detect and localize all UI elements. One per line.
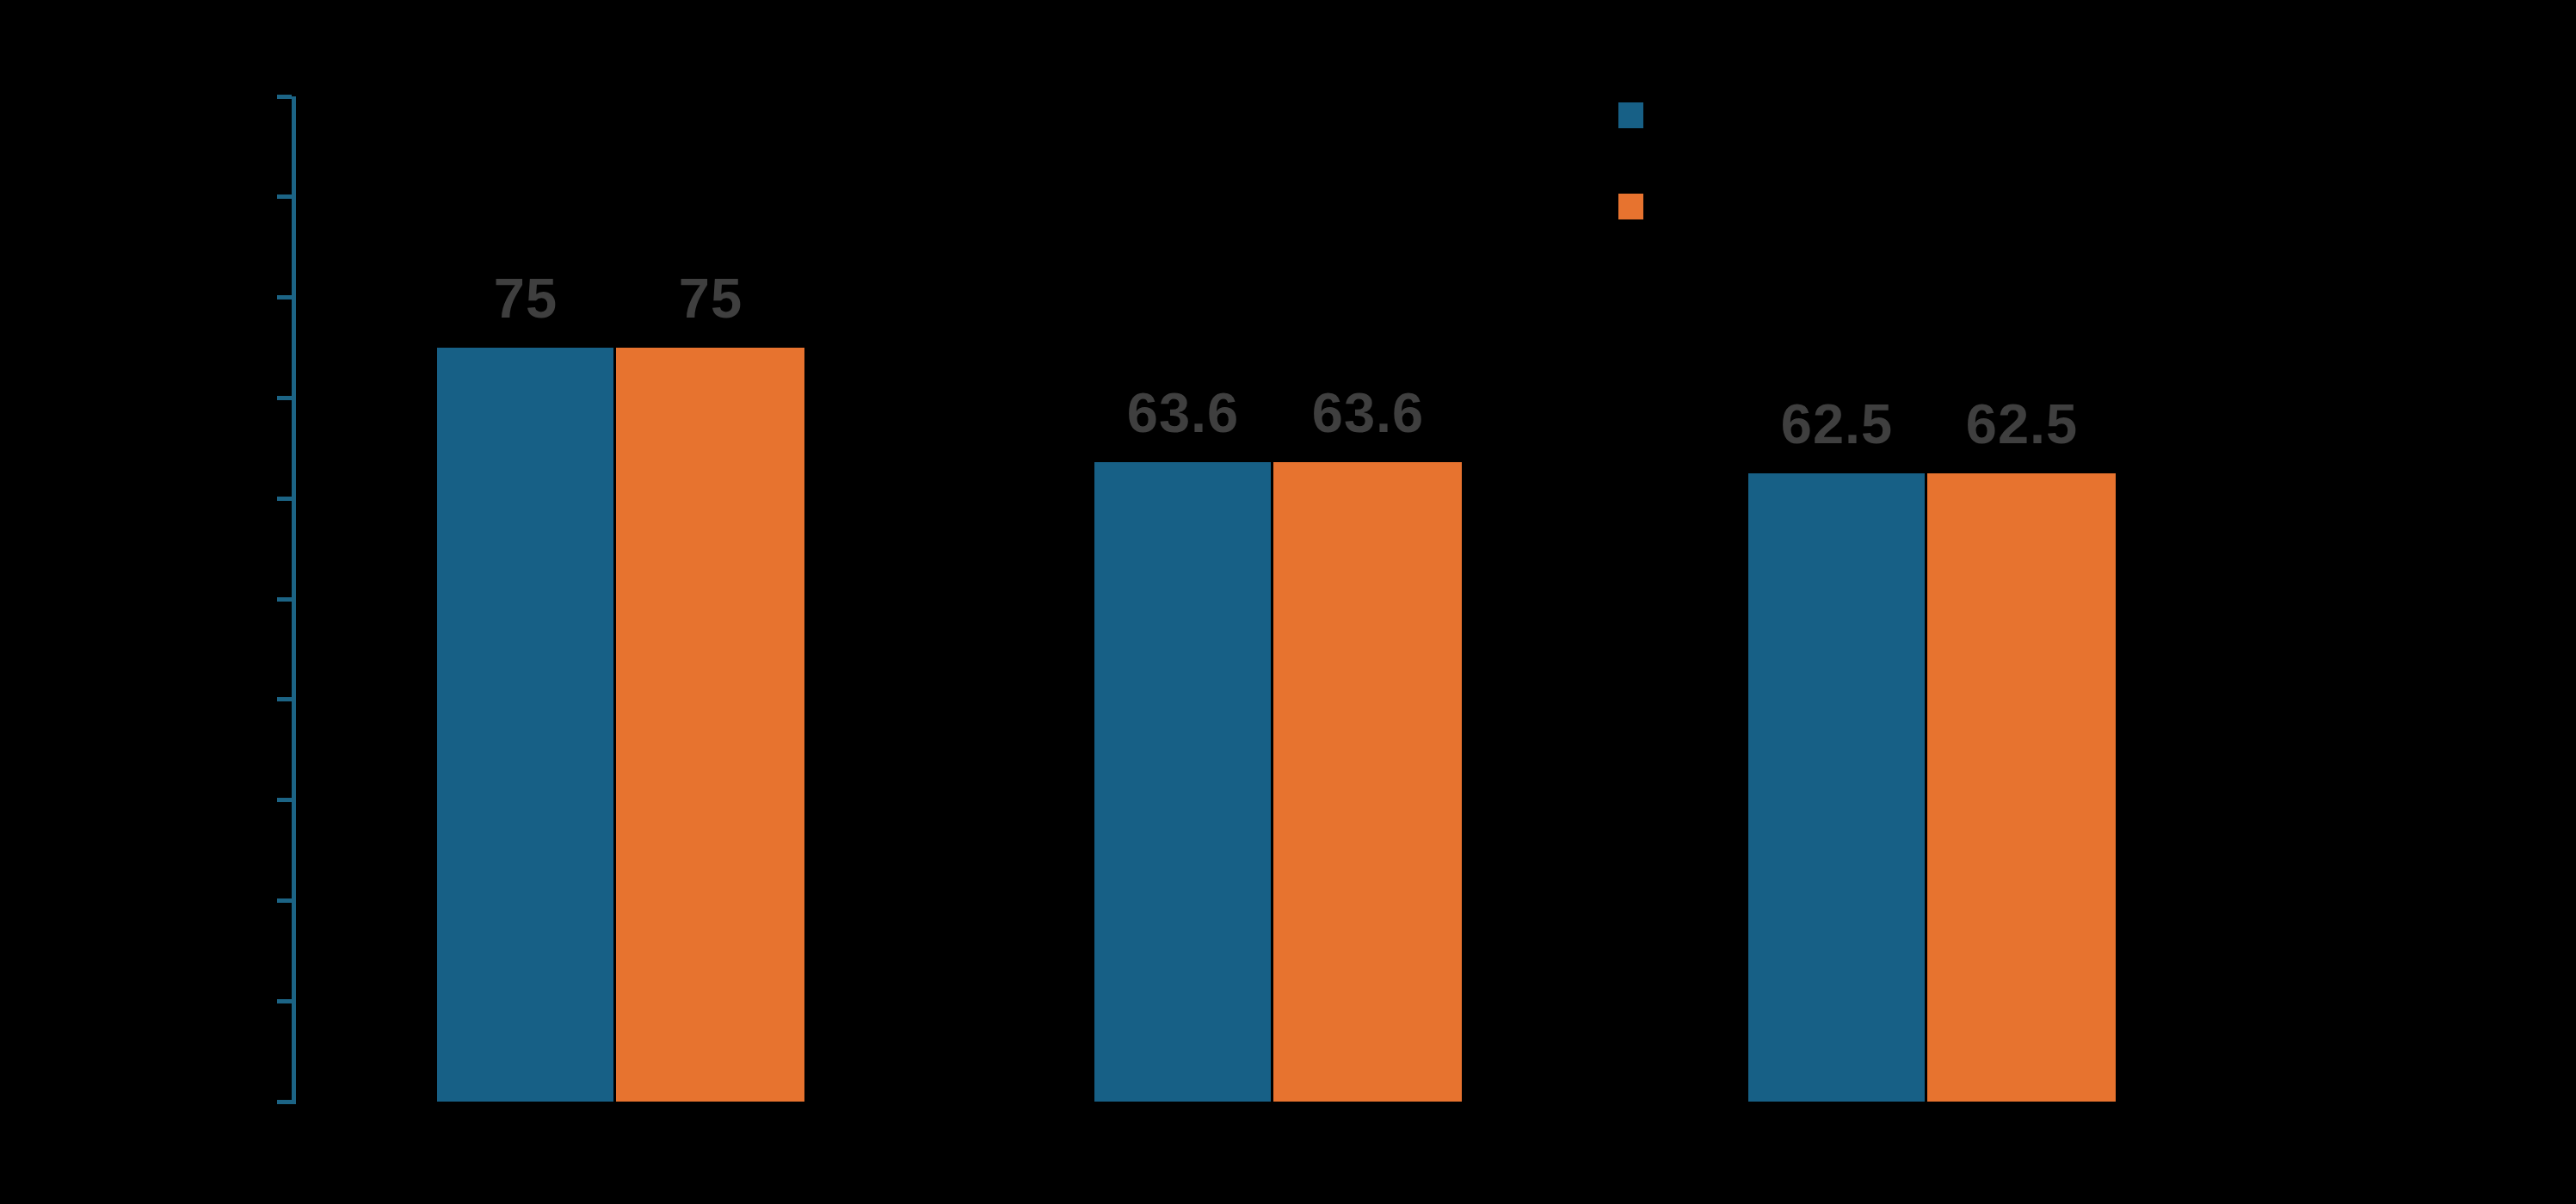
y-axis-tick — [277, 697, 292, 701]
y-axis-tick — [277, 95, 292, 99]
y-axis-tick — [277, 396, 292, 400]
y-axis-tick — [277, 898, 292, 903]
bar-series1-group2 — [1094, 462, 1271, 1102]
bar-series2-group3 — [1927, 473, 2116, 1102]
bar-series2-group2 — [1273, 462, 1462, 1102]
y-axis-tick — [277, 798, 292, 802]
bar-value-label-series2-group1: 75 — [573, 270, 848, 326]
y-axis-tick — [277, 497, 292, 501]
bar-series1-group1 — [437, 348, 613, 1102]
chart-canvas: 757563.663.662.562.5 — [0, 0, 2576, 1204]
legend-swatch-series1 — [1618, 102, 1643, 128]
y-axis-tick — [277, 1100, 292, 1104]
legend-swatch-series2 — [1618, 194, 1643, 219]
bar-series2-group1 — [616, 348, 804, 1102]
y-axis-tick — [277, 194, 292, 199]
y-axis-tick — [277, 597, 292, 602]
y-axis-tick — [277, 999, 292, 1003]
bar-value-label-series2-group2: 63.6 — [1230, 385, 1506, 441]
y-axis-spine — [292, 96, 296, 1104]
y-axis-tick — [277, 295, 292, 299]
bar-series1-group3 — [1748, 473, 1925, 1102]
bar-value-label-series2-group3: 62.5 — [1884, 396, 2160, 452]
